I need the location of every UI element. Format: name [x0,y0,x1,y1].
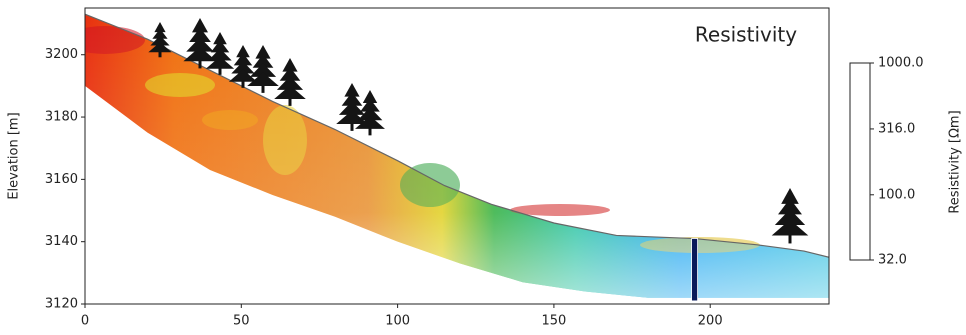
tree-crown [233,53,253,66]
colorbar-frame [849,62,871,261]
tree-crown [249,63,277,77]
fade [85,14,829,298]
tree-trunk [288,94,292,106]
x-tick-label: 150 [541,314,566,329]
y-tick-label: 3120 [45,297,78,312]
tree-crown [771,219,809,236]
x-tick-label: 0 [81,314,89,329]
tree-crown [210,40,230,53]
tree-crown [344,83,360,97]
y-tick-label: 3160 [45,172,78,187]
section [85,13,829,302]
tree [183,18,217,69]
tree-crown [148,42,172,53]
tree-crown [341,92,363,106]
tree-crown [252,54,274,68]
y-tick-label: 3180 [45,110,78,125]
tree-crown [274,85,306,100]
tree-trunk [788,230,792,244]
tree-crown [778,198,802,215]
tree [148,22,172,58]
tree-crown [228,69,258,82]
tree-crown [213,32,227,45]
tree-crown [255,45,271,59]
y-axis-label: Elevation [m] [7,112,22,199]
tree-crown [208,48,232,61]
colorbar-tick-label: 316.0 [878,121,915,136]
tree-crown [205,56,235,69]
colorbar-tick-label: 1000.0 [878,56,924,71]
y-tick-label: 3140 [45,234,78,249]
x-tick-label: 100 [385,314,410,329]
tree-crown [781,188,799,204]
tree-trunk [261,81,265,93]
tree-crown [231,61,255,74]
tree-trunk [218,64,222,75]
x-tick-label: 50 [233,314,250,329]
tree-crown [236,45,250,58]
tree-crown [282,58,298,72]
tree-trunk [241,77,245,88]
tree-crown [362,90,378,103]
colorbar [849,62,871,261]
tree-trunk [158,48,162,58]
y-tick-label: 3200 [45,47,78,62]
tree-crown [338,101,366,115]
plot-frame [84,7,830,305]
tree-crown [247,72,279,87]
tree-crown [357,107,383,121]
tree-trunk [198,56,202,69]
tree [228,45,258,88]
anomaly [510,204,610,216]
tree [355,90,385,136]
tree-crown [360,98,380,112]
tree-crown [154,22,166,33]
tree-crown [276,76,304,90]
tree-crown [189,27,211,42]
tree-trunk [350,119,354,131]
tree [205,32,235,75]
tree-crown [774,209,806,225]
surface-line [85,13,829,258]
tree [336,83,368,131]
colorbar-tick-label: 32.0 [878,253,907,268]
colorbar-tick-label: 100.0 [878,187,915,202]
chart-title: Resistivity [695,23,797,47]
tree-crown [186,37,214,52]
tree-crown [336,110,368,125]
tree-trunk [368,124,372,136]
colorbar-label: Resistivity [Ωm] [948,110,963,213]
tree [771,188,809,244]
borehole [691,238,698,302]
x-tick-label: 200 [698,314,723,329]
tree-crown [192,18,208,33]
tree [274,58,306,106]
tree-crown [152,28,168,39]
tree-crown [279,67,301,81]
tree-crown [183,46,217,62]
tree [247,45,279,93]
tree-crown [150,35,170,46]
tree-crown [355,115,385,129]
